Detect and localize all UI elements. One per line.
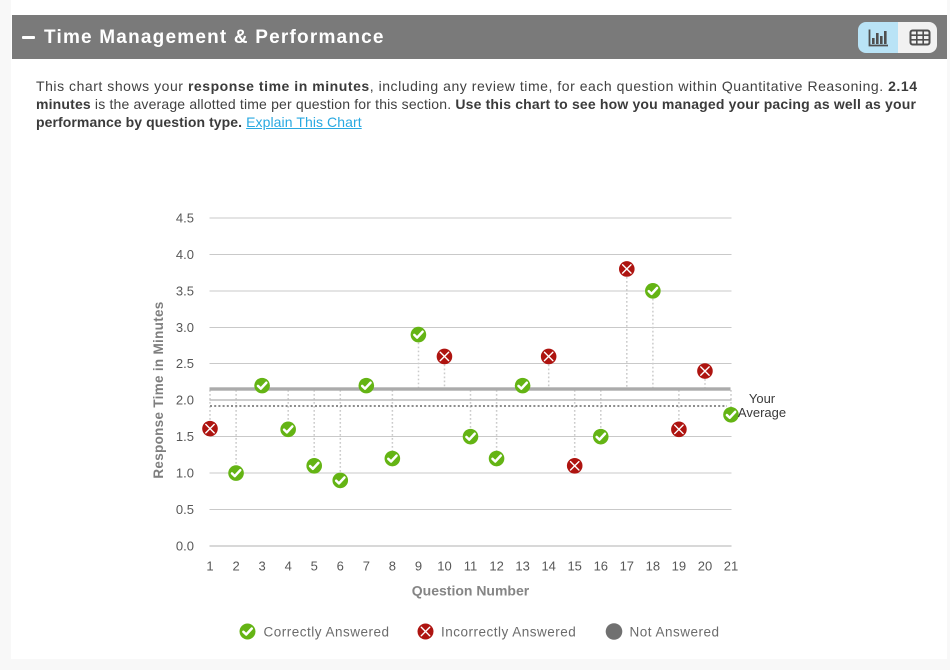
svg-text:Average: Average — [738, 405, 786, 420]
svg-text:4.0: 4.0 — [176, 247, 194, 262]
svg-text:14: 14 — [541, 559, 555, 574]
svg-text:Incorrectly Answered: Incorrectly Answered — [441, 625, 576, 640]
svg-text:19: 19 — [672, 559, 686, 574]
svg-text:Correctly Answered: Correctly Answered — [264, 625, 390, 640]
svg-text:2.0: 2.0 — [176, 393, 194, 408]
svg-text:13: 13 — [515, 559, 529, 574]
svg-text:4.5: 4.5 — [176, 211, 194, 226]
svg-text:7: 7 — [363, 559, 370, 574]
svg-text:5: 5 — [311, 559, 318, 574]
svg-text:Question Number: Question Number — [412, 583, 530, 599]
svg-text:10: 10 — [437, 559, 451, 574]
svg-text:1.0: 1.0 — [176, 466, 194, 481]
svg-text:2: 2 — [232, 559, 239, 574]
svg-text:20: 20 — [698, 559, 712, 574]
svg-text:2.5: 2.5 — [176, 356, 194, 371]
svg-text:21: 21 — [724, 559, 738, 574]
svg-text:6: 6 — [337, 559, 344, 574]
svg-text:3: 3 — [258, 559, 265, 574]
svg-text:Response Time in Minutes: Response Time in Minutes — [151, 301, 166, 478]
svg-text:18: 18 — [646, 559, 660, 574]
svg-text:9: 9 — [415, 559, 422, 574]
svg-text:1: 1 — [206, 559, 213, 574]
svg-text:1.5: 1.5 — [176, 429, 194, 444]
svg-text:Your: Your — [749, 391, 776, 406]
svg-text:0.5: 0.5 — [176, 502, 194, 517]
svg-text:12: 12 — [489, 559, 503, 574]
svg-text:17: 17 — [620, 559, 634, 574]
svg-text:8: 8 — [389, 559, 396, 574]
svg-text:4: 4 — [285, 559, 292, 574]
svg-text:16: 16 — [594, 559, 608, 574]
svg-text:11: 11 — [464, 559, 478, 574]
svg-text:15: 15 — [567, 559, 581, 574]
svg-text:3.5: 3.5 — [176, 284, 194, 299]
svg-text:3.0: 3.0 — [176, 320, 194, 335]
svg-text:Not Answered: Not Answered — [630, 625, 720, 640]
svg-text:0.0: 0.0 — [176, 539, 194, 554]
